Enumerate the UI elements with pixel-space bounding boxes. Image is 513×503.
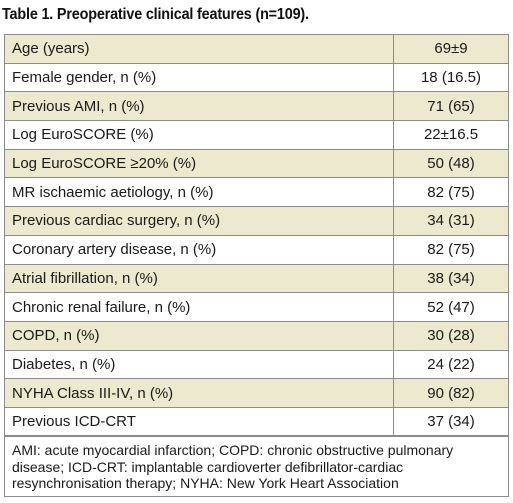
row-value: 34 (31) [393,206,509,236]
row-label: Log EuroSCORE (%) [4,120,394,150]
footnote-line: resynchronisation therapy; NYHA: New Yor… [12,475,399,491]
row-value: 30 (28) [393,320,509,351]
row-label: NYHA Class III-IV, n (%) [4,378,394,408]
row-value: 52 (47) [393,292,509,322]
row-value: 22±16.5 [393,120,509,150]
table-row: Atrial fibrillation, n (%) 38 (34) [4,263,509,294]
row-value: 82 (75) [393,177,509,208]
clinical-features-table: Age (years) 69±9 Female gender, n (%) 18… [4,34,509,437]
row-label: Diabetes, n (%) [4,349,394,380]
row-label: Chronic renal failure, n (%) [4,292,394,322]
row-value: 90 (82) [393,378,509,408]
row-value: 18 (16.5) [393,62,509,93]
row-label: Atrial fibrillation, n (%) [4,263,394,294]
row-value: 82 (75) [393,234,509,265]
table-caption: Table 1. Preoperative clinical features … [2,6,309,23]
table-row: MR ischaemic aetiology, n (%) 82 (75) [4,177,509,208]
row-label: Age (years) [4,34,394,64]
row-label: COPD, n (%) [4,320,394,351]
table-row: Female gender, n (%) 18 (16.5) [4,62,509,93]
table-row: Previous cardiac surgery, n (%) 34 (31) [4,206,509,236]
table-row: Diabetes, n (%) 24 (22) [4,349,509,380]
table-row: Age (years) 69±9 [4,34,509,64]
row-label: Log EuroSCORE ≥20% (%) [4,148,394,179]
row-label: Female gender, n (%) [4,62,394,93]
table-row: COPD, n (%) 30 (28) [4,320,509,351]
table-row: Coronary artery disease, n (%) 82 (75) [4,234,509,265]
footnote-line: disease; ICD-CRT: implantable cardiovert… [12,458,404,475]
table-row: Log EuroSCORE ≥20% (%) 50 (48) [4,148,509,179]
row-label: Coronary artery disease, n (%) [4,234,394,265]
table-footnote: AMI: acute myocardial infarction; COPD: … [4,435,509,497]
row-value: 37 (34) [393,406,509,437]
row-value: 24 (22) [393,349,509,380]
row-label: Previous cardiac surgery, n (%) [4,206,394,236]
row-value: 50 (48) [393,148,509,179]
table-row: Chronic renal failure, n (%) 52 (47) [4,292,509,322]
table-row: Previous AMI, n (%) 71 (65) [4,91,509,122]
footnote-line: AMI: acute myocardial infarction; COPD: … [12,442,454,458]
row-value: 71 (65) [393,91,509,122]
row-label: MR ischaemic aetiology, n (%) [4,177,394,208]
row-value: 38 (34) [393,263,509,294]
row-label: Previous ICD-CRT [4,406,394,437]
row-label: Previous AMI, n (%) [4,91,394,122]
table-row: Previous ICD-CRT 37 (34) [4,406,509,437]
row-value: 69±9 [393,34,509,64]
table-row: NYHA Class III-IV, n (%) 90 (82) [4,378,509,408]
table-row: Log EuroSCORE (%) 22±16.5 [4,120,509,150]
